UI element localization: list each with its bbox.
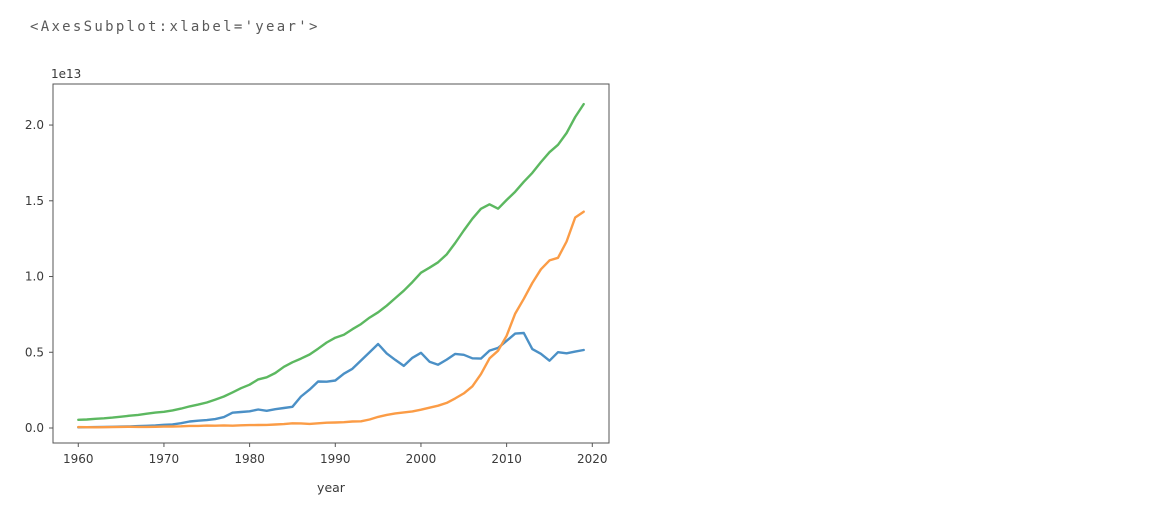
y-tick-label: 1.0 (25, 270, 44, 284)
line-series-green (77, 102, 585, 421)
x-tick-label: 1990 (320, 452, 351, 466)
x-tick-label: 1970 (149, 452, 180, 466)
x-tick-label: 2000 (406, 452, 437, 466)
line-series-orange (77, 210, 585, 429)
y-axis-ticks: 0.0 0.5 1.0 1.5 2.0 (25, 118, 53, 435)
x-tick-label: 2010 (491, 452, 522, 466)
y-tick-label: 0.5 (25, 345, 44, 359)
y-axis-offset-label: 1e13 (51, 67, 81, 81)
y-tick-label: 1.5 (25, 194, 44, 208)
x-tick-label: 1960 (63, 452, 94, 466)
x-axis-label: year (317, 480, 346, 495)
y-tick-label: 2.0 (25, 118, 44, 132)
plot-border (52, 83, 610, 444)
y-tick-label: 0.0 (25, 421, 44, 435)
x-tick-label: 1980 (234, 452, 265, 466)
data-lines (77, 102, 585, 429)
axes-repr-text: <AxesSubplot:xlabel='year'> (30, 19, 320, 35)
x-tick-label: 2020 (577, 452, 608, 466)
x-axis-ticks: 1960 1970 1980 1990 2000 2010 2020 (63, 443, 608, 466)
